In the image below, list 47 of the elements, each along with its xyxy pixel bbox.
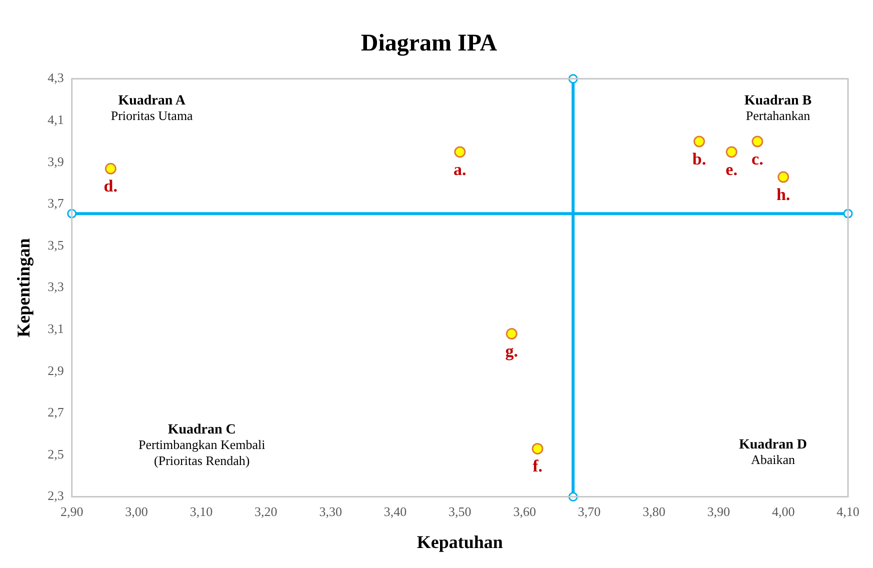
x-axis-title: Kepatuhan (416, 532, 503, 552)
x-tick-label: 2,90 (60, 504, 84, 520)
y-tick-label: 4,1 (48, 112, 64, 128)
x-tick-label: 3,30 (319, 504, 342, 520)
point (506, 328, 518, 340)
x-tick-label: 3,40 (384, 504, 407, 520)
annotation: g. (505, 342, 518, 361)
x-tick-label: 3,20 (254, 504, 278, 520)
annotation: Kuadran C Pertimbangkan Kembali (Prioritas Rendah) (138, 422, 266, 468)
point (454, 146, 466, 158)
y-tick-label: 4,3 (48, 70, 64, 86)
x-tick-label: 4,00 (772, 504, 795, 520)
y-tick-label: 2,9 (48, 362, 64, 378)
y-axis-title: Kepentingan (13, 238, 34, 338)
point (726, 146, 738, 158)
y-tick-label: 2,3 (48, 488, 64, 504)
point (532, 442, 544, 454)
annotation: a. (454, 160, 466, 179)
y-tick-label: 3,7 (48, 196, 64, 211)
y-tick-label: 2,7 (48, 404, 64, 420)
annotation: b. (692, 149, 706, 168)
y-tick-label: 3,9 (48, 154, 64, 169)
annotation: Kuadran D Abaikan (738, 437, 808, 468)
x-tick-label: 3,10 (190, 504, 213, 520)
x-tick-label: 3,80 (642, 504, 666, 520)
annotation: f. (532, 456, 542, 476)
point (752, 136, 764, 148)
y-tick-label: 3,5 (48, 237, 64, 252)
x-tick-label: 3,90 (707, 504, 730, 520)
chart-title: Diagram IPA (360, 30, 498, 57)
x-tick-label: 3,70 (578, 504, 601, 520)
annotation: h. (776, 184, 790, 204)
y-tick-label: 3,1 (48, 321, 64, 336)
annotation: d. (104, 176, 118, 196)
x-tick-label: 3,00 (125, 504, 148, 520)
x-tick-label: 3,60 (513, 504, 536, 520)
annotation: Kuadran B Pertahankan (744, 93, 812, 124)
annotation: c. (752, 149, 764, 168)
x-tick-label: 4,10 (836, 504, 860, 520)
point (778, 171, 790, 183)
y-tick-label: 3,3 (48, 279, 64, 294)
y-tick-label: 2,5 (48, 446, 64, 462)
point (104, 162, 116, 174)
point (693, 136, 705, 148)
x-tick-label: 3,50 (448, 504, 472, 520)
annotation: Kuadran A Prioritas Utama (110, 93, 194, 124)
annotation: e. (726, 160, 738, 179)
